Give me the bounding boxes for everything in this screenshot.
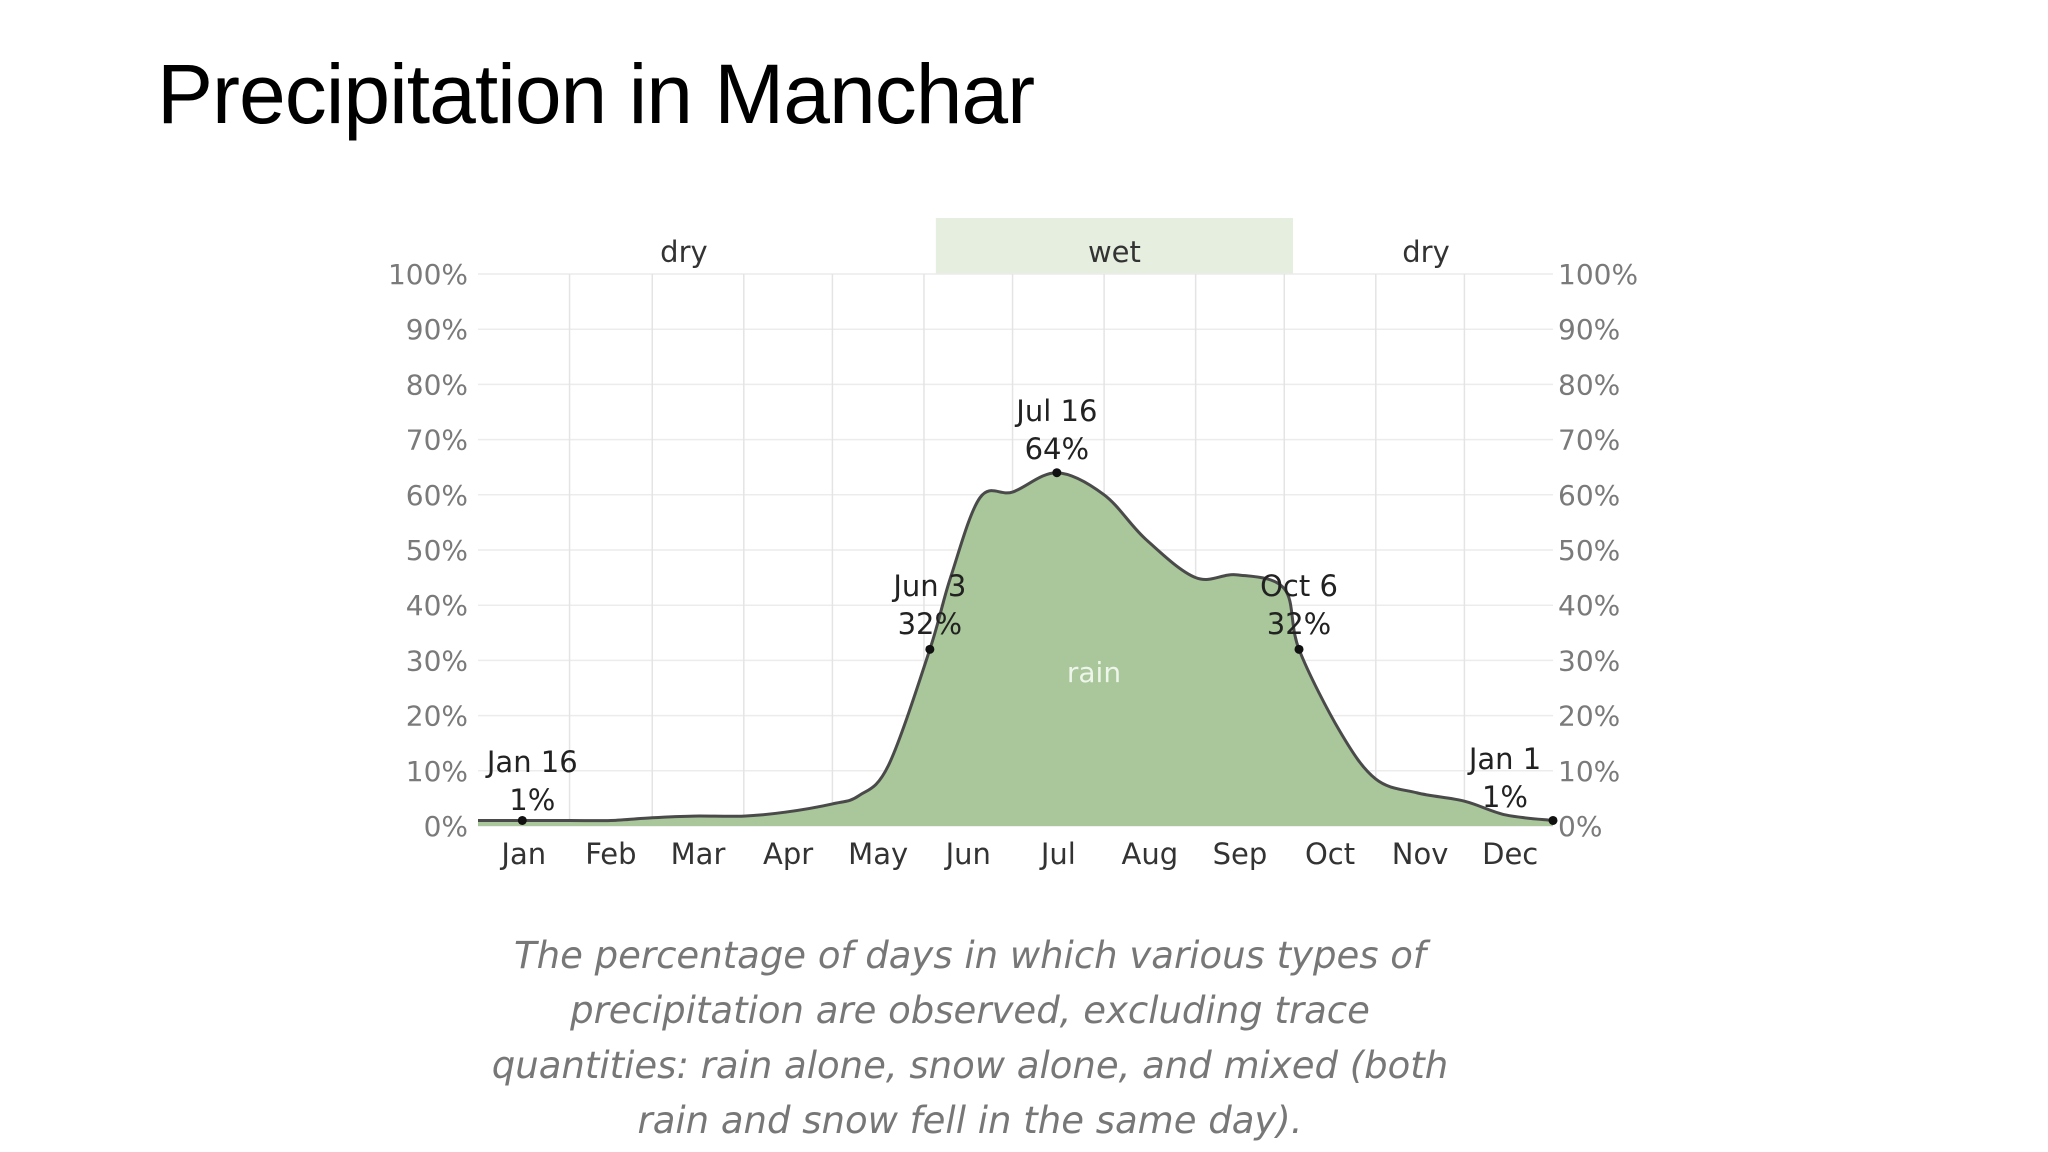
annotation-dot	[1294, 644, 1304, 654]
y-tick-left: 100%	[388, 258, 468, 291]
y-tick-left: 50%	[406, 534, 468, 567]
month-label: Feb	[585, 837, 636, 871]
rain-area-layer: rain	[478, 471, 1554, 826]
annotation-date: Jun 3	[891, 569, 966, 603]
annotation-value: 32%	[1267, 607, 1331, 641]
month-label: Mar	[671, 837, 726, 871]
chart-caption: The percentage of days in which various …	[491, 934, 1449, 1142]
season-label-wet: wet	[1088, 235, 1141, 269]
rain-line	[478, 471, 1554, 823]
y-tick-left: 80%	[406, 368, 468, 401]
annotation-dot	[925, 644, 935, 654]
annotation-date: Oct 6	[1260, 569, 1338, 603]
month-label: Apr	[763, 837, 813, 871]
y-tick-right: 100%	[1558, 258, 1638, 291]
y-tick-right: 70%	[1558, 424, 1620, 457]
y-tick-left: 10%	[406, 755, 468, 788]
slide-title: Precipitation in Manchar	[157, 47, 1035, 141]
annotation-dot	[1052, 468, 1062, 478]
annotation-date: Jan 1	[1467, 742, 1541, 776]
month-label: Nov	[1392, 837, 1449, 871]
annotations: Jan 16 1% Jun 3 32% Jul 16 64% Oct 6 32% Jan 1 1%	[485, 394, 1558, 825]
month-label: Sep	[1213, 837, 1268, 871]
y-tick-left: 70%	[406, 424, 468, 457]
rain-area	[478, 472, 1553, 826]
annotation-value: 1%	[1482, 780, 1528, 814]
month-label: Jan	[499, 837, 546, 871]
annotation-value: 1%	[509, 783, 555, 817]
month-label: Oct	[1305, 837, 1355, 871]
annotation-dot	[517, 815, 527, 825]
precipitation-chart: dry wet dry rain 0% 0% 10% 10% 20% 20% 30% 30% 40%…	[388, 218, 1638, 871]
y-tick-right: 90%	[1558, 313, 1620, 346]
y-tick-left: 60%	[406, 479, 468, 512]
y-tick-left: 90%	[406, 313, 468, 346]
y-tick-right: 30%	[1558, 644, 1620, 677]
y-tick-left: 30%	[406, 644, 468, 677]
season-band-wet	[935, 218, 1294, 274]
y-tick-right: 20%	[1558, 700, 1620, 733]
y-tick-right: 0%	[1558, 810, 1602, 843]
axis-ticks: 0% 0% 10% 10% 20% 20% 30% 30% 40% 40% 50% 50% 60% 60%…	[388, 258, 1638, 871]
month-label: May	[848, 837, 908, 871]
y-tick-right: 80%	[1558, 368, 1620, 401]
annotation-value: 64%	[1025, 432, 1089, 466]
y-tick-right: 40%	[1558, 589, 1620, 622]
season-label-dry: dry	[660, 235, 708, 269]
season-label-dry: dry	[1402, 235, 1450, 269]
season-bands: dry wet dry	[660, 218, 1450, 274]
annotation-date: Jan 16	[485, 745, 578, 779]
annotation-date: Jul 16	[1014, 394, 1097, 428]
month-label: Dec	[1482, 837, 1538, 871]
annotation-dot	[1548, 815, 1558, 825]
month-label: Jul	[1039, 837, 1076, 871]
y-tick-left: 20%	[406, 700, 468, 733]
y-tick-right: 10%	[1558, 755, 1620, 788]
month-label: Aug	[1122, 837, 1179, 871]
month-label: Jun	[944, 837, 991, 871]
annotation-value: 32%	[898, 607, 962, 641]
y-tick-left: 40%	[406, 589, 468, 622]
y-tick-right: 60%	[1558, 479, 1620, 512]
series-label-rain: rain	[1067, 656, 1121, 689]
y-tick-left: 0%	[424, 810, 468, 843]
y-tick-right: 50%	[1558, 534, 1620, 567]
